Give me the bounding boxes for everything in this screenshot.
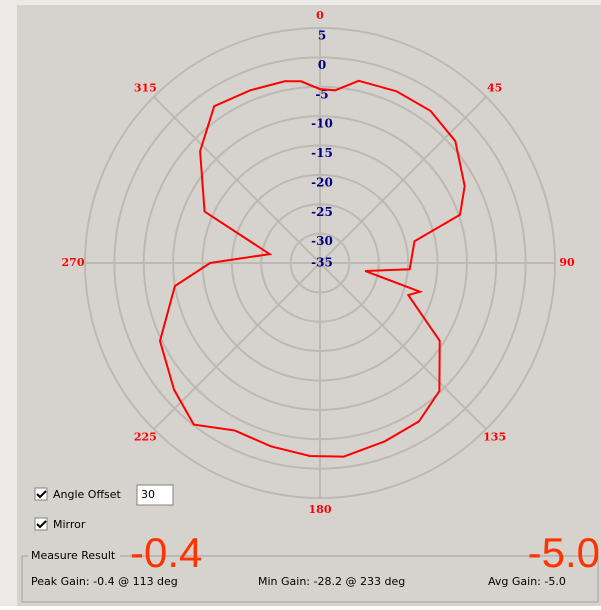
peak-gain: Peak Gain: -0.4 @ 113 deg xyxy=(31,575,178,588)
group-box xyxy=(21,555,599,603)
grid-spoke xyxy=(319,96,487,264)
text-input[interactable] xyxy=(136,484,174,506)
radial-tick-label: -30 xyxy=(311,234,333,248)
angle-tick-label: 135 xyxy=(483,431,506,444)
angle-tick-label: 180 xyxy=(309,503,332,516)
radial-tick-label: 0 xyxy=(318,58,326,72)
angle-tick-label: 225 xyxy=(134,431,157,444)
checkbox[interactable] xyxy=(34,517,48,531)
angle-tick-label: 90 xyxy=(559,256,575,269)
angle-tick-label: 315 xyxy=(134,81,157,94)
panel xyxy=(17,5,601,606)
angle-tick-label: 0 xyxy=(316,9,324,22)
radial-tick-label: -5 xyxy=(315,87,328,101)
angle-tick-label: 270 xyxy=(62,256,85,269)
input-value: 30 xyxy=(141,488,155,501)
grid-spoke xyxy=(319,262,487,430)
angle-tick-label: 45 xyxy=(487,81,502,94)
checkbox[interactable] xyxy=(34,487,48,501)
group-title: Measure Result xyxy=(31,549,116,562)
mirror[interactable]: Mirror xyxy=(34,517,86,531)
grid-spoke xyxy=(153,96,321,264)
gain-trace xyxy=(158,79,466,458)
min-gain: Min Gain: -28.2 @ 233 deg xyxy=(258,575,405,588)
radial-tick-label: -10 xyxy=(311,117,333,131)
group-title-bg xyxy=(28,548,120,562)
radial-tick-label: -15 xyxy=(311,146,333,160)
polar-chart: 0 45 90 135 180 225 270 315 -35 -30 -25 -20 -15 -10 -5… xyxy=(62,9,575,516)
angle-offset[interactable]: Angle Offset 30 xyxy=(34,484,174,506)
radial-tick-label: -35 xyxy=(311,256,333,270)
radial-tick-label: 5 xyxy=(318,29,326,43)
measure-group: Measure Result -0.4 -5.0 Peak Gain: -0.4… xyxy=(21,529,600,603)
radial-tick-label: -20 xyxy=(311,175,333,189)
avg-big: -5.0 xyxy=(528,529,600,576)
check-mark xyxy=(36,520,47,529)
checkbox-label: Angle Offset xyxy=(53,488,122,501)
peak-big: -0.4 xyxy=(130,529,202,576)
check-mark xyxy=(36,490,47,499)
avg-gain: Avg Gain: -5.0 xyxy=(488,575,566,588)
radial-tick-label: -25 xyxy=(311,205,333,219)
checkbox-label: Mirror xyxy=(53,518,86,531)
